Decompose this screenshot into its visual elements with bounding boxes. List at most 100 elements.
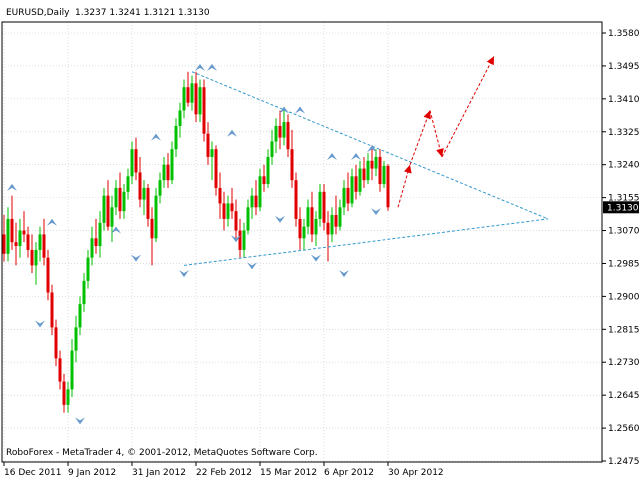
candle-body	[30, 249, 34, 266]
fractal-up-marker	[327, 152, 337, 160]
candle-body	[6, 218, 10, 254]
candle-body	[350, 176, 354, 204]
candle-body	[70, 350, 74, 390]
y-tick-label: 1.3495	[608, 62, 640, 72]
candle-body	[266, 156, 270, 185]
candle-body	[170, 149, 174, 181]
candle-body	[178, 110, 182, 126]
candle-body	[18, 230, 22, 247]
fractal-up-marker	[295, 106, 305, 114]
candle-body	[246, 207, 250, 231]
x-tick-label: 22 Feb 2012	[196, 468, 252, 478]
candle-body	[262, 176, 266, 185]
fractal-down-marker	[231, 235, 241, 243]
candle-body	[150, 218, 154, 239]
candle-body	[102, 195, 106, 223]
candle-body	[362, 168, 366, 181]
candle-body	[154, 195, 158, 239]
candle-body	[194, 83, 198, 115]
fractal-down-marker	[179, 270, 189, 278]
candle-body	[242, 230, 246, 250]
fractal-up-marker	[279, 106, 289, 114]
candle-body	[42, 234, 46, 258]
fractal-up-marker	[207, 63, 217, 71]
x-tick-label: 31 Jan 2012	[132, 468, 186, 478]
candle-body	[278, 125, 282, 138]
candle-body	[122, 191, 126, 212]
candle-body	[322, 191, 326, 223]
candle-body	[146, 187, 150, 219]
candle-body	[306, 207, 310, 227]
fractal-down-marker	[131, 254, 141, 262]
candle-body	[282, 122, 286, 138]
candle-body	[214, 149, 218, 188]
candle-body	[90, 238, 94, 258]
candle-body	[270, 141, 274, 157]
candle-body	[302, 226, 306, 239]
candle-body	[46, 257, 50, 293]
y-tick-label: 1.3070	[608, 227, 640, 237]
candle-body	[298, 218, 302, 239]
triangle-upper-line	[191, 71, 549, 220]
candle-body	[94, 238, 98, 247]
forecast-arrowhead	[423, 110, 431, 120]
candle-body	[10, 218, 14, 243]
candle-body	[182, 87, 186, 111]
candle-body	[318, 191, 322, 219]
candle-body	[58, 358, 62, 382]
candle-body	[290, 149, 294, 181]
candle-body	[386, 165, 390, 208]
candle-body	[258, 176, 262, 208]
candle-body	[158, 180, 162, 196]
y-tick-label: 1.2985	[608, 259, 640, 269]
fractal-up-marker	[351, 152, 361, 160]
fractal-up-marker	[195, 63, 205, 71]
candle-body	[174, 125, 178, 150]
candle-body	[142, 187, 146, 200]
candle-body	[346, 187, 350, 204]
candle-body	[382, 165, 386, 185]
fractal-up-marker	[227, 129, 237, 137]
y-tick-label: 1.3325	[608, 128, 640, 138]
candle-body	[286, 122, 290, 150]
y-tick-label: 1.2730	[608, 358, 640, 368]
candle-body	[274, 125, 278, 142]
fractal-down-marker	[247, 262, 257, 270]
y-tick-label: 1.2475	[608, 457, 640, 467]
candle-body	[202, 87, 206, 134]
candle-body	[134, 149, 138, 173]
current-price-box	[603, 201, 639, 214]
candle-body	[106, 195, 110, 227]
ohlc-values-label: 1.3237 1.3241 1.3121 1.3130	[75, 8, 210, 18]
forecast-arrowhead	[436, 148, 444, 157]
candle-body	[206, 133, 210, 157]
candle-body	[110, 207, 114, 227]
fractal-down-marker	[35, 320, 45, 328]
candle-body	[198, 87, 202, 115]
candle-body	[310, 207, 314, 235]
candle-body	[222, 203, 226, 219]
candle-body	[34, 249, 38, 266]
candle-body	[366, 160, 370, 181]
candle-body	[370, 160, 374, 169]
fractal-up-marker	[7, 183, 17, 191]
candle-body	[138, 172, 142, 200]
forecast-segment	[441, 56, 495, 158]
x-tick-label: 30 Apr 2012	[388, 468, 444, 478]
forecast-arrowhead	[404, 164, 412, 174]
candle-body	[254, 195, 258, 208]
candle-body	[338, 207, 342, 227]
candle-body	[86, 257, 90, 281]
candle-body	[210, 149, 214, 157]
x-tick-label: 16 Dec 2011	[4, 468, 62, 478]
candle-body	[226, 203, 230, 219]
candle-body	[326, 222, 330, 235]
y-tick-label: 1.2815	[608, 325, 640, 335]
fractal-up-marker	[47, 218, 57, 226]
fractal-up-marker	[367, 145, 377, 153]
candle-body	[62, 381, 66, 405]
fractal-down-marker	[339, 270, 349, 278]
triangle-lower-line	[183, 218, 549, 266]
